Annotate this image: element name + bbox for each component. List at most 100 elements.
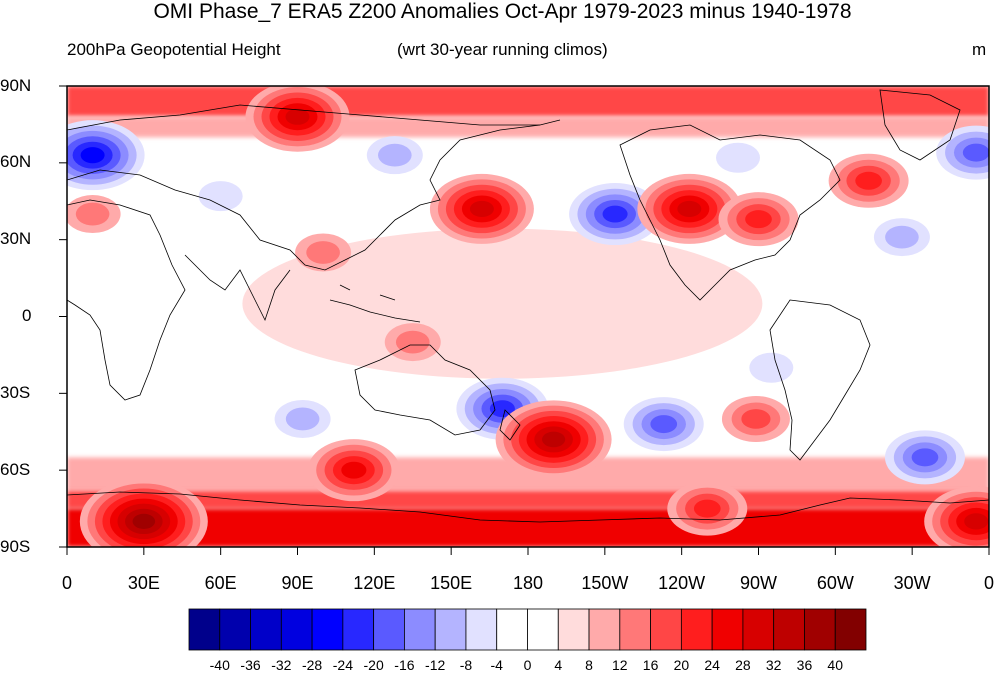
lon-label: 60W: [816, 573, 854, 593]
anomaly-contour: [962, 143, 989, 162]
anomaly-contour: [469, 200, 494, 218]
lon-label: 120W: [658, 573, 706, 593]
units-label: m: [972, 40, 987, 59]
coastline-arabia-india: [184, 254, 291, 322]
lat-label-eq: 0: [22, 306, 32, 325]
colorbar-label: 32: [765, 657, 782, 673]
colorbar-swatch: [250, 608, 282, 651]
colorbar-swatch: [373, 608, 405, 651]
anomaly-center: [716, 142, 761, 173]
colorbar-swatch: [311, 608, 344, 651]
colorbar-label: -16: [394, 657, 415, 673]
anomaly-contour: [650, 415, 678, 434]
anomaly-contour: [489, 400, 515, 418]
anomaly-center: [936, 125, 989, 180]
anomaly-contour: [132, 513, 156, 529]
anomaly-contour: [285, 108, 310, 125]
anomaly-contour: [677, 200, 702, 218]
anomaly-center: [67, 195, 121, 234]
colorbar-label: -8: [459, 657, 473, 673]
anomaly-center: [637, 173, 742, 244]
anomaly-center: [429, 173, 534, 244]
colorbar-label: -28: [301, 657, 323, 673]
colorbar-label: -20: [363, 657, 384, 673]
lon-label: 150W: [581, 573, 629, 593]
colorbar-label: 28: [735, 657, 751, 673]
center-subtitle: (wrt 30-year running climos): [397, 40, 608, 59]
anomaly-center: [245, 86, 350, 152]
coastline-greenland: [879, 89, 961, 161]
colorbar-swatch: [680, 608, 713, 651]
anomaly-contour: [693, 499, 721, 518]
anomaly-center: [495, 400, 612, 479]
lon-label: 30W: [893, 573, 931, 593]
colorbar-label: 0: [523, 657, 532, 673]
anomaly-center: [873, 218, 930, 257]
anomaly-center: [884, 430, 965, 485]
anomaly-center: [198, 181, 243, 212]
anomaly-field: [67, 86, 989, 547]
anomaly-center: [67, 120, 145, 191]
colorbar-swatch: [619, 608, 651, 651]
anomaly-contour: [75, 202, 110, 226]
coastlines: [67, 89, 989, 523]
axis-ticks: [59, 85, 990, 555]
lat-label-90n: 90N: [0, 76, 32, 95]
colorbar-label: 40: [827, 657, 844, 673]
anomaly-center: [295, 233, 352, 272]
colorbar-label: 4: [554, 657, 563, 673]
anomaly-contour: [716, 142, 761, 173]
anomaly-center: [828, 153, 909, 208]
anomaly-contour: [395, 330, 430, 354]
colorbar-label: 24: [704, 657, 720, 673]
anomaly-contour: [306, 241, 340, 264]
colorbar-swatch: [711, 608, 744, 651]
figure-title: OMI Phase_7 ERA5 Z200 Anomalies Oct-Apr …: [153, 0, 852, 23]
colorbar-swatch: [557, 608, 590, 651]
lon-label: 0: [983, 573, 995, 593]
lon-label: 90W: [739, 573, 778, 593]
anomaly-contour: [285, 407, 320, 431]
coastline-new-zealand: [499, 409, 521, 441]
coastline-maritime-continent: [329, 284, 421, 323]
colorbar-label: -32: [271, 657, 292, 673]
band-south-polar: [67, 508, 989, 547]
colorbar-label: 8: [585, 657, 593, 673]
anomaly-contour: [885, 225, 919, 249]
colorbar-swatch: [804, 608, 836, 651]
anomaly-center: [718, 192, 799, 247]
colorbar-swatch: [496, 608, 528, 651]
colorbar-label: -12: [425, 657, 446, 673]
lon-label: 90E: [281, 573, 314, 593]
colorbar-label: -40: [209, 657, 230, 673]
anomaly-center: [384, 323, 441, 362]
colorbar-swatch: [773, 608, 805, 651]
colorbar-swatch: [588, 608, 621, 651]
anomaly-contour: [741, 409, 771, 429]
anomaly-contour: [378, 143, 412, 167]
lon-label: 30E: [127, 573, 160, 593]
colorbar-label: 16: [642, 657, 659, 673]
colorbar-label: -4: [490, 657, 503, 673]
anomaly-center: [721, 395, 790, 442]
colorbar-swatch: [465, 608, 498, 651]
coastline-south-america: [769, 299, 871, 461]
anomaly-contour: [745, 210, 772, 229]
lon-label: 180: [512, 573, 544, 593]
lon-label: 150E: [430, 573, 473, 593]
anomaly-center: [366, 136, 423, 175]
anomaly-contour: [198, 181, 243, 212]
colorbar-swatch: [219, 608, 251, 651]
coastline-north-america: [619, 124, 841, 301]
anomaly-contour: [80, 147, 105, 164]
lat-label-60n: 60N: [0, 152, 32, 171]
colorbar-swatch: [434, 608, 467, 651]
coastline-arctic-eurasia: [67, 104, 540, 131]
lat-label-30n: 30N: [0, 229, 32, 248]
band-north-polar: [67, 86, 989, 117]
lat-label-90s: 90S: [0, 537, 31, 556]
lat-label-30s: 30S: [0, 383, 31, 402]
anomaly-contour: [855, 171, 882, 190]
colorbar-swatch: [527, 608, 559, 651]
